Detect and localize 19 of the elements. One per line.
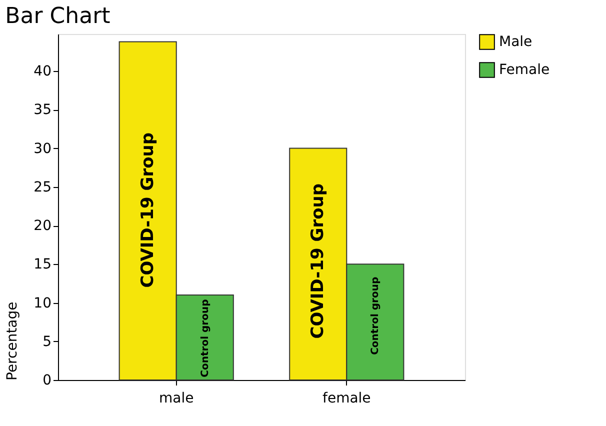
annotation: Control group: [370, 276, 382, 355]
chart-title: Bar Chart: [5, 4, 111, 29]
annotation: COVID-19 Group: [308, 183, 328, 339]
annotation: COVID-19 Group: [138, 132, 158, 288]
y-tick-label: 35: [34, 102, 52, 118]
y-tick-label: 25: [34, 179, 52, 196]
y-tick-label: 20: [34, 218, 52, 234]
y-tick-label: 5: [42, 334, 52, 350]
y-tick-label: 10: [34, 295, 52, 312]
y-tick-label: 40: [34, 64, 52, 80]
y-tick-label: 0: [42, 372, 52, 388]
x-tick-label: female: [322, 390, 371, 406]
y-axis-title: Percentage: [4, 302, 21, 380]
annotation: Control group: [200, 299, 211, 378]
legend-label: Female: [499, 62, 550, 78]
y-tick-label: 30: [34, 140, 52, 157]
y-tick-label: 15: [34, 256, 52, 273]
x-tick-label: male: [158, 390, 194, 406]
legend-label: Male: [499, 34, 532, 50]
